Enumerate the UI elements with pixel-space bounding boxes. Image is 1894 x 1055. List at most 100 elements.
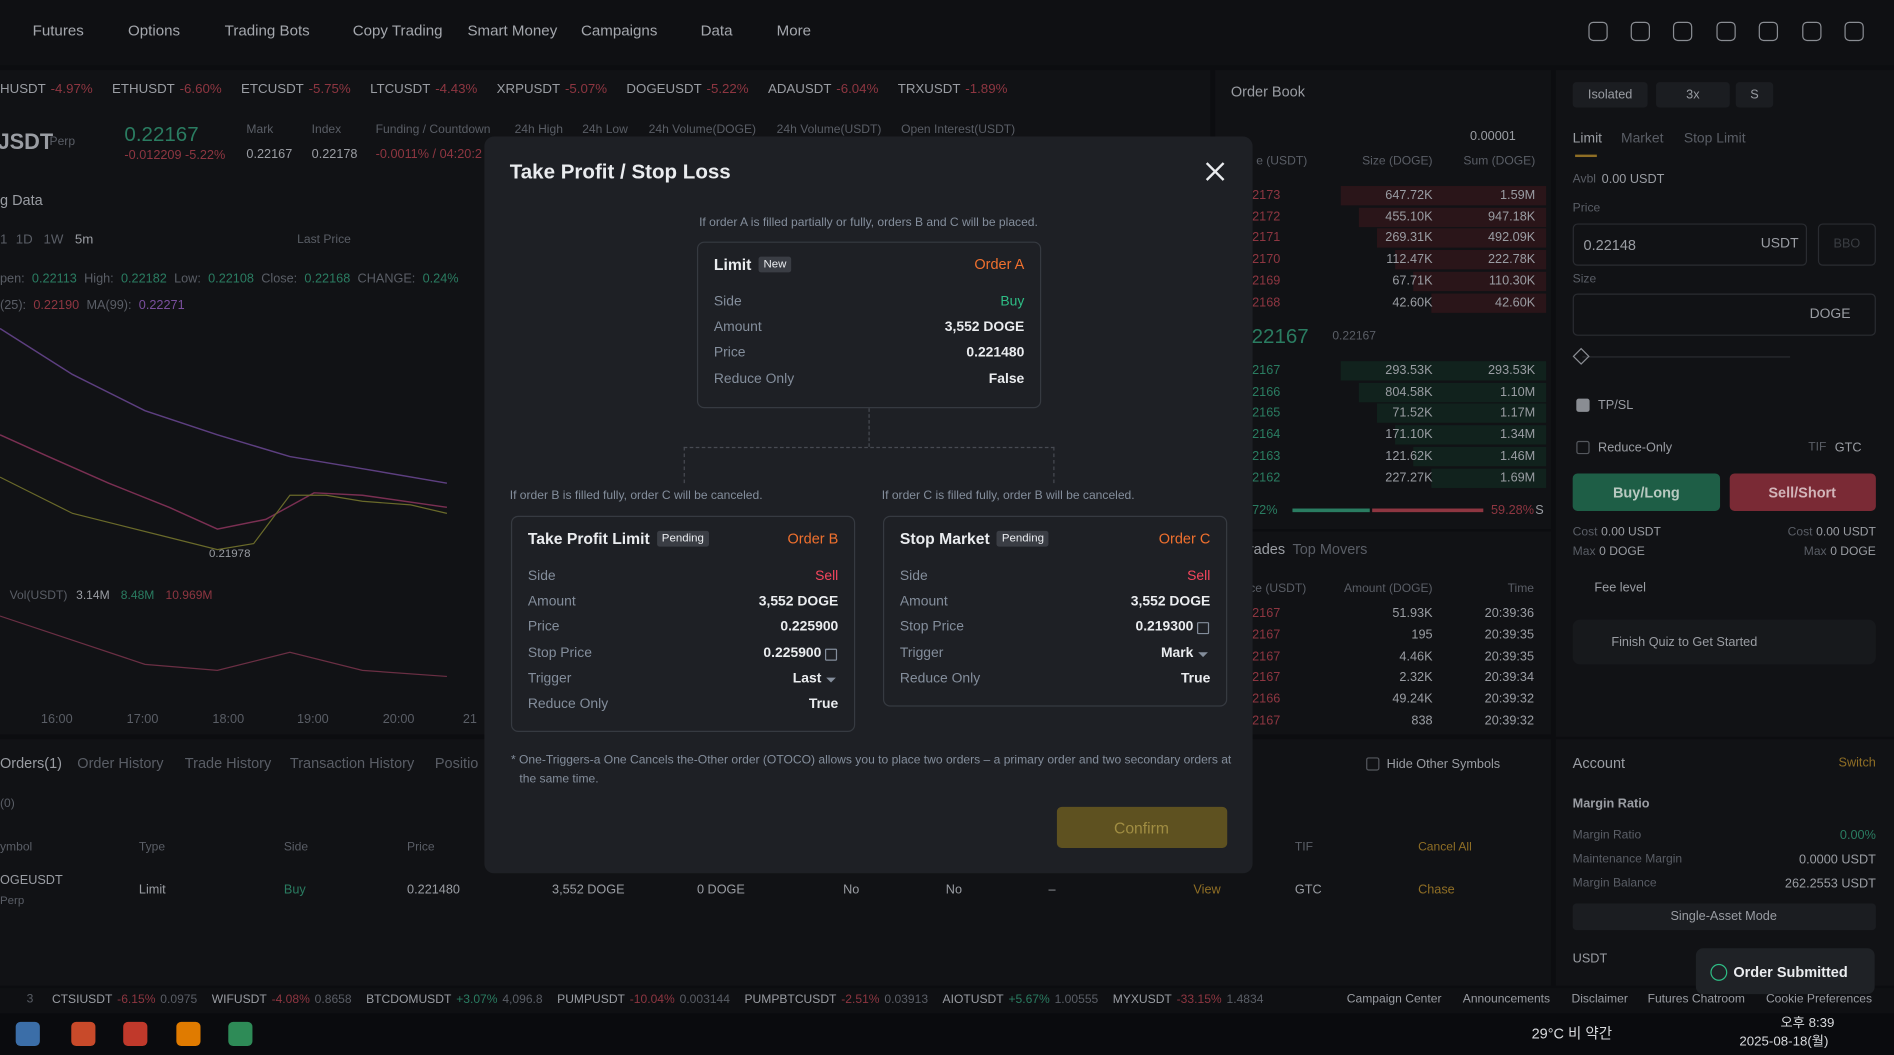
value: 0.22182: [120, 271, 167, 287]
ma99: [0, 327, 448, 484]
close-icon: [1205, 162, 1225, 181]
label[interactable]: Confirm: [1113, 819, 1169, 838]
nav-icon[interactable]: [1672, 21, 1693, 42]
nav-icon[interactable]: [1716, 21, 1736, 42]
nav-icon[interactable]: [1588, 21, 1608, 42]
label: 24h Low: [582, 123, 628, 137]
nav-item[interactable]: Options: [128, 22, 181, 40]
ticker-price: 0.03913: [884, 993, 929, 1007]
chart-lines: [0, 327, 448, 678]
nav-icon[interactable]: [1802, 21, 1822, 42]
label: Order C: [1158, 530, 1211, 547]
slider: [1582, 356, 1791, 358]
taskbar-app[interactable]: [15, 1021, 40, 1047]
value: 0.00 USDT: [1816, 526, 1876, 540]
label[interactable]: Chase: [1418, 882, 1455, 898]
label: Funding / Countdown: [375, 123, 491, 137]
nav-item[interactable]: More: [776, 22, 812, 40]
dropdown-caret[interactable]: [1198, 651, 1208, 662]
label: 947.18K: [1487, 209, 1536, 224]
label: S: [1535, 503, 1544, 518]
close-button[interactable]: [1204, 161, 1226, 183]
nav-icon[interactable]: [1844, 21, 1864, 42]
label: Order A: [974, 255, 1025, 273]
ticker-change: -6.60%: [179, 82, 222, 97]
label[interactable]: View: [1193, 882, 1221, 898]
depth-bar: [1395, 425, 1547, 445]
edit-icon[interactable]: [1197, 622, 1210, 635]
label: Type: [138, 840, 166, 854]
tab[interactable]: Limit: [1572, 131, 1603, 147]
interval[interactable]: 1: [0, 232, 8, 247]
label: 10.969M: [165, 589, 213, 603]
label: Perp: [0, 894, 25, 908]
nav-item[interactable]: Smart Money: [467, 22, 558, 40]
nav-item[interactable]: Futures: [32, 22, 84, 40]
label: 3: [26, 992, 34, 1007]
taskbar-app[interactable]: [71, 1021, 96, 1047]
nav-item[interactable]: Data: [700, 22, 733, 40]
quiz-box[interactable]: [1572, 619, 1876, 665]
ticker-price: 1.00555: [1054, 993, 1099, 1007]
checkbox[interactable]: [1576, 398, 1590, 412]
label: 195: [1411, 627, 1433, 642]
label: Order Book: [1230, 83, 1305, 101]
order-type: Limit: [713, 255, 752, 274]
tab[interactable]: Order History: [77, 754, 164, 772]
button[interactable]: [1735, 82, 1774, 108]
label: e (USDT): [1256, 154, 1308, 168]
button[interactable]: [1656, 82, 1730, 108]
label: Perp: [49, 135, 76, 149]
label: If order A is filled partially or fully,…: [699, 216, 1038, 230]
checkbox[interactable]: [1366, 757, 1380, 771]
tab[interactable]: Orders(1): [0, 754, 63, 772]
nav-icon[interactable]: [1758, 21, 1779, 42]
confirm-button[interactable]: [1056, 806, 1228, 848]
link[interactable]: Futures Chatroom: [1647, 992, 1745, 1007]
tab[interactable]: Trade History: [184, 754, 272, 772]
link[interactable]: Cookie Preferences: [1765, 992, 1873, 1007]
tab[interactable]: Market: [1621, 131, 1664, 147]
label: Reduce Only: [899, 671, 981, 686]
button[interactable]: [1572, 82, 1648, 108]
label[interactable]: Switch: [1838, 755, 1876, 771]
tab[interactable]: Top Movers: [1292, 540, 1368, 558]
ticker-change: -6.15%: [117, 993, 156, 1007]
buy-button[interactable]: [1572, 473, 1721, 511]
label: 0.22167: [1332, 329, 1376, 344]
tab[interactable]: Stop Limit: [1683, 131, 1746, 147]
tab[interactable]: Transaction History: [289, 754, 415, 772]
label: Single-Asset Mode: [1670, 909, 1777, 924]
label: 0.221480: [966, 346, 1025, 361]
label: GTC: [1834, 440, 1862, 456]
taskbar-app[interactable]: [123, 1021, 148, 1047]
interval[interactable]: 5m: [74, 232, 94, 247]
input[interactable]: [1572, 223, 1808, 266]
link[interactable]: Campaign Center: [1346, 992, 1442, 1007]
link[interactable]: Disclaimer: [1571, 992, 1628, 1007]
nav-item[interactable]: Campaigns: [580, 22, 658, 40]
ohlc: pen: 0.22113 High: 0.22182 Low: 0.22108 Close:…: [0, 272, 459, 286]
tab[interactable]: Positio: [434, 754, 479, 772]
checkbox[interactable]: [1576, 440, 1590, 455]
interval[interactable]: 1W: [43, 232, 64, 247]
label: 3,552 DOGE: [552, 882, 625, 898]
ticker-item: PUMPUSDT -10.04% 0.003144: [557, 993, 730, 1006]
nav-item[interactable]: Copy Trading: [352, 22, 443, 40]
sell-button[interactable]: [1729, 473, 1876, 511]
label: CHANGE:: [357, 271, 416, 287]
link[interactable]: Announcements: [1462, 992, 1551, 1007]
dropdown-caret[interactable]: [826, 677, 836, 687]
nav-item[interactable]: Trading Bots: [224, 22, 310, 40]
input[interactable]: [1572, 293, 1876, 336]
interval[interactable]: 1D: [15, 232, 33, 247]
button[interactable]: [1572, 903, 1876, 931]
nav-icon[interactable]: [1630, 21, 1650, 42]
taskbar-app[interactable]: [176, 1021, 201, 1047]
taskbar-app[interactable]: [228, 1021, 253, 1047]
edit-icon[interactable]: [824, 648, 838, 661]
label: Stop Price: [527, 645, 592, 661]
label: 269.31K: [1385, 230, 1433, 246]
label: Last Price: [297, 233, 351, 247]
button[interactable]: [1817, 223, 1876, 266]
